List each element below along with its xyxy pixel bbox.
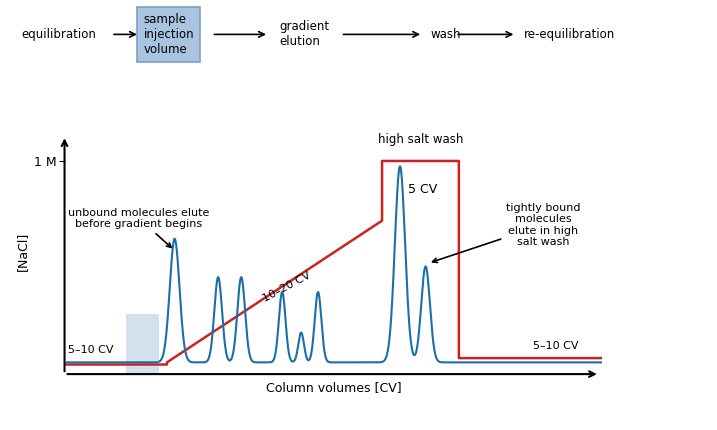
Text: 5–10 CV: 5–10 CV xyxy=(68,345,114,355)
Text: high salt wash: high salt wash xyxy=(378,133,463,146)
X-axis label: Column volumes [CV]: Column volumes [CV] xyxy=(265,381,402,394)
Text: 5–10 CV: 5–10 CV xyxy=(533,341,579,350)
Text: re-equilibration: re-equilibration xyxy=(523,28,614,41)
Text: sample
injection
volume: sample injection volume xyxy=(143,13,194,56)
Text: 10–20 CV: 10–20 CV xyxy=(262,270,313,304)
Text: tightly bound
molecules
elute in high
salt wash: tightly bound molecules elute in high sa… xyxy=(432,203,581,262)
Text: wash: wash xyxy=(430,28,461,41)
Y-axis label: [NaCl]: [NaCl] xyxy=(16,232,29,271)
Text: 5 CV: 5 CV xyxy=(409,183,437,196)
Text: equilibration: equilibration xyxy=(22,28,96,41)
Bar xyxy=(126,314,159,374)
Text: gradient
elution: gradient elution xyxy=(280,20,330,49)
Text: unbound molecules elute
before gradient begins: unbound molecules elute before gradient … xyxy=(68,208,209,247)
